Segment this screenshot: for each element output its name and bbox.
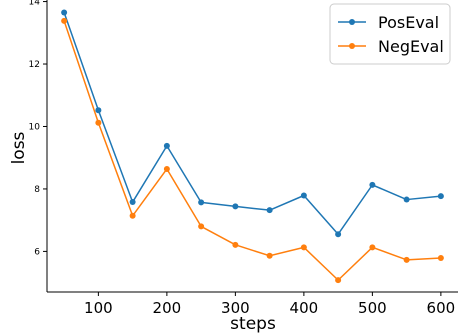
x-tick-label: 100 xyxy=(84,299,113,317)
data-point xyxy=(369,181,376,188)
data-point xyxy=(300,244,307,251)
y-tick-label: 14 xyxy=(29,0,41,8)
data-point xyxy=(198,223,205,230)
series-NegEval xyxy=(61,17,444,284)
legend: PosEval NegEval xyxy=(329,3,451,65)
data-point xyxy=(129,212,136,219)
data-point xyxy=(129,199,136,206)
data-point xyxy=(163,142,170,149)
data-point xyxy=(61,9,68,16)
x-tick-label: 400 xyxy=(290,299,319,317)
data-point xyxy=(437,193,444,200)
series-layer xyxy=(61,9,444,284)
data-point xyxy=(95,119,102,126)
data-point xyxy=(369,244,376,251)
data-point xyxy=(403,196,410,203)
data-point xyxy=(266,252,273,259)
data-point xyxy=(335,231,342,238)
series-line xyxy=(63,20,441,281)
data-point xyxy=(266,207,273,214)
series-line xyxy=(63,12,441,235)
y-tick-label: 10 xyxy=(29,122,41,132)
legend-label-negEval: NegEval xyxy=(378,37,444,56)
data-point xyxy=(335,277,342,284)
data-point xyxy=(61,17,68,24)
legend-frame xyxy=(329,3,451,65)
x-tick-label: 300 xyxy=(221,299,250,317)
data-point xyxy=(232,241,239,248)
x-tick-label: 500 xyxy=(358,299,387,317)
y-tick-label: 6 xyxy=(34,247,40,257)
data-point xyxy=(300,192,307,199)
data-point xyxy=(163,165,170,172)
data-point xyxy=(95,107,102,114)
y-axis-label: loss xyxy=(9,131,29,164)
data-point xyxy=(198,199,205,206)
series-PosEval xyxy=(61,9,444,238)
legend-marker-posEval xyxy=(349,19,355,25)
axes: 100 200 300 400 500 600 6 8 10 12 14 xyxy=(29,0,458,317)
y-tick-label: 8 xyxy=(34,185,40,195)
data-point xyxy=(403,256,410,263)
x-tick-label: 200 xyxy=(153,299,182,317)
data-point xyxy=(232,203,239,210)
x-tick-label: 600 xyxy=(427,299,456,317)
x-axis-label: steps xyxy=(230,314,276,334)
data-point xyxy=(437,254,444,261)
y-tick-label: 12 xyxy=(29,60,40,70)
legend-marker-negEval xyxy=(349,43,355,49)
legend-label-posEval: PosEval xyxy=(378,13,439,32)
